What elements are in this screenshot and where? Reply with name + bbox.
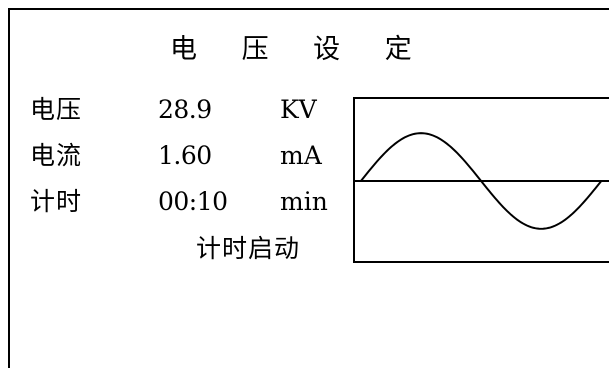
timer-value[interactable]: 00:10 [158, 187, 228, 216]
timer-label: 计时 [30, 187, 83, 216]
current-value[interactable]: 1.60 [158, 141, 212, 170]
voltage-value[interactable]: 28.9 [158, 95, 212, 124]
waveform-display [353, 97, 609, 263]
hmi-screen [8, 8, 609, 368]
current-label: 电流 [30, 141, 83, 170]
waveform-graph [355, 132, 609, 230]
timer-unit: min [280, 187, 328, 216]
voltage-label: 电压 [30, 95, 83, 124]
start-timer-button[interactable]: 计时启动 [196, 234, 301, 263]
voltage-unit: KV [280, 95, 317, 124]
sine-wave [360, 132, 603, 230]
current-unit: mA [280, 141, 322, 170]
page-title: 电 压 设 定 [170, 34, 430, 65]
